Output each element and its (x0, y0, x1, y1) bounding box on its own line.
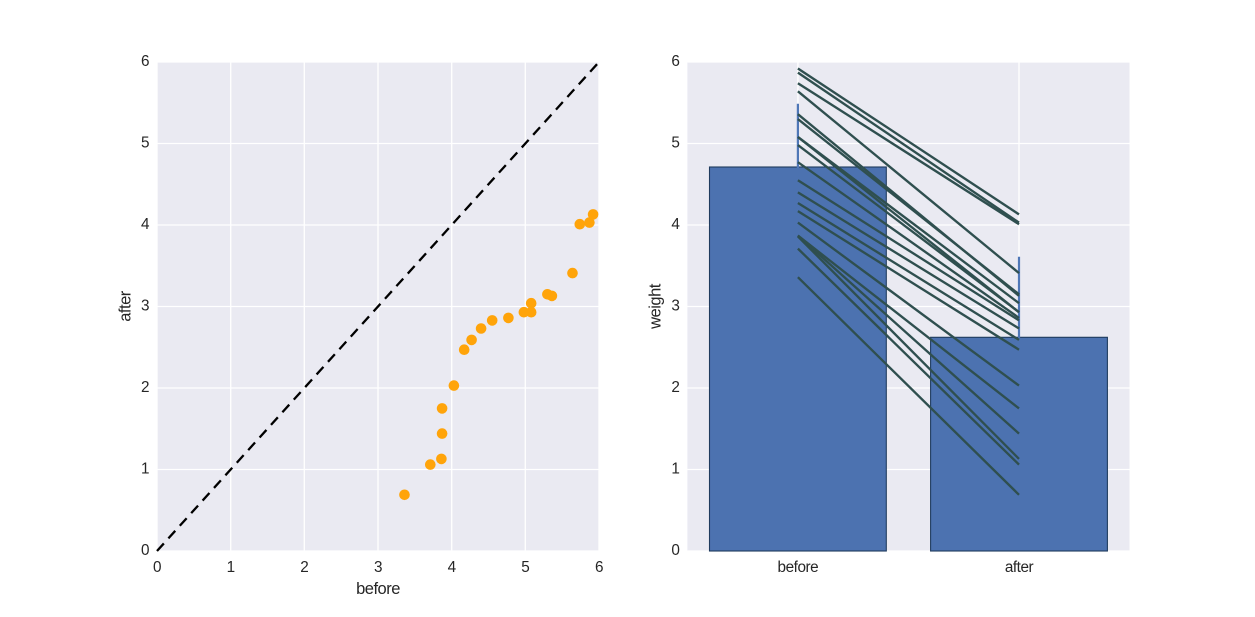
svg-text:before: before (356, 580, 400, 598)
svg-text:6: 6 (671, 53, 679, 70)
svg-text:before: before (778, 559, 819, 576)
svg-text:1: 1 (141, 461, 149, 478)
svg-text:6: 6 (141, 53, 149, 70)
svg-text:weight: weight (647, 283, 665, 330)
svg-text:5: 5 (521, 559, 529, 576)
svg-text:6: 6 (595, 559, 603, 576)
svg-text:2: 2 (300, 559, 308, 576)
svg-text:3: 3 (374, 559, 382, 576)
svg-text:after: after (117, 290, 135, 322)
svg-text:0: 0 (153, 559, 161, 576)
svg-text:3: 3 (671, 298, 679, 315)
svg-text:2: 2 (671, 379, 679, 396)
svg-text:5: 5 (671, 135, 679, 152)
svg-text:2: 2 (141, 379, 149, 396)
svg-text:3: 3 (141, 298, 149, 315)
svg-text:4: 4 (448, 559, 457, 576)
svg-text:4: 4 (141, 216, 150, 233)
svg-text:0: 0 (671, 542, 679, 559)
svg-text:5: 5 (141, 135, 149, 152)
svg-text:4: 4 (671, 216, 680, 233)
svg-text:1: 1 (227, 559, 235, 576)
svg-text:1: 1 (671, 461, 679, 478)
svg-text:0: 0 (141, 542, 149, 559)
svg-text:after: after (1005, 559, 1034, 576)
